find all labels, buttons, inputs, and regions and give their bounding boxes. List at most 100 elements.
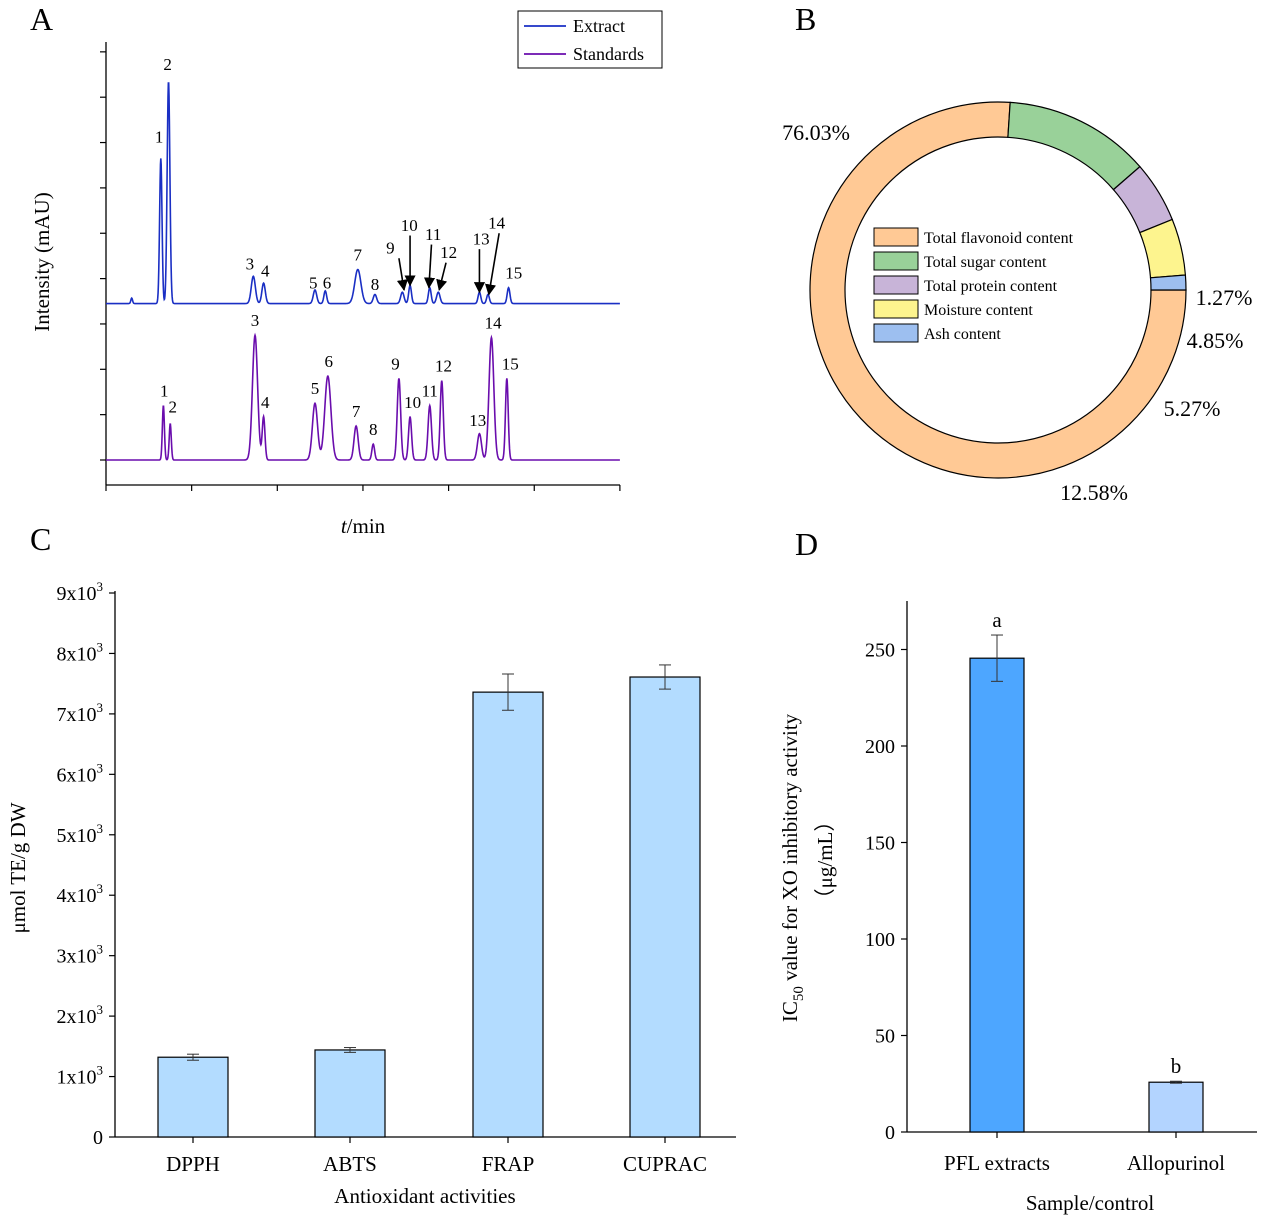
y-axis-label-part: 50: [791, 986, 807, 1001]
x-tick-label: DPPH: [166, 1152, 220, 1176]
x-axis-label: Sample/control: [1026, 1191, 1154, 1215]
y-tick-mantissa: 6x10: [57, 764, 97, 786]
y-axis-label-part: value for XO inhibitory activity: [778, 713, 802, 986]
legend-swatch: [873, 275, 919, 295]
legend-swatch: [873, 323, 919, 343]
legend-swatch: [873, 299, 919, 319]
legend-swatch: [873, 251, 919, 271]
panel-letter-c: C: [30, 521, 51, 557]
slice-percent-label: 12.58%: [1060, 480, 1128, 505]
peak-label: 7: [354, 245, 363, 264]
x-axis-label: Antioxidant activities: [334, 1184, 515, 1208]
peak-label: 5: [311, 379, 320, 398]
y-tick-mantissa: 0: [93, 1127, 103, 1149]
y-tick-exponent: 3: [97, 881, 104, 896]
x-tick-label: FRAP: [482, 1152, 535, 1176]
peak-label: 8: [371, 275, 380, 294]
peak-arrow: [423, 244, 436, 289]
peak-label: 6: [323, 274, 332, 293]
slice-percent-label: 1.27%: [1196, 285, 1253, 310]
peak-label: 3: [251, 311, 260, 330]
y-tick-label: 8x103: [57, 639, 104, 665]
y-tick-label: 200: [865, 736, 895, 758]
legend-label: Extract: [573, 16, 625, 36]
y-tick-mantissa: 1x10: [57, 1067, 97, 1089]
bar: [629, 676, 701, 1138]
y-tick-exponent: 3: [97, 579, 104, 594]
peak-arrow: [396, 258, 408, 292]
y-tick-exponent: 3: [97, 1002, 104, 1017]
y-tick-label: 100: [865, 929, 895, 951]
y-tick-exponent: 3: [97, 942, 104, 957]
legend-box: [517, 10, 663, 69]
donut-slice: [1007, 101, 1141, 191]
peak-label: 14: [488, 214, 506, 233]
x-tick-label: ABTS: [323, 1152, 377, 1176]
y-tick-label: 3x103: [57, 942, 104, 968]
y-tick-mantissa: 3x10: [57, 946, 97, 968]
bar: [1148, 1081, 1204, 1133]
peak-label: 15: [502, 354, 519, 373]
y-tick-label: 1x103: [57, 1063, 104, 1089]
peak-label: 1: [160, 382, 169, 401]
panel-letter-b: B: [795, 1, 816, 37]
x-tick-label: CUPRAC: [623, 1152, 707, 1176]
peak-label: 7: [352, 402, 361, 421]
y-tick-label: 250: [865, 640, 895, 662]
peak-label: 4: [261, 393, 270, 412]
legend-label: Ash content: [924, 326, 1001, 343]
y-tick-label: 0: [93, 1127, 103, 1149]
trace-standards: [106, 332, 620, 461]
y-tick-exponent: 3: [97, 821, 104, 836]
y-tick-mantissa: 7x10: [57, 704, 97, 726]
donut-slice: [809, 101, 1187, 479]
y-tick-mantissa: 5x10: [57, 825, 97, 847]
panel-letter-d: D: [795, 526, 818, 562]
legend-label: Total flavonoid content: [924, 230, 1074, 247]
bar: [472, 691, 544, 1138]
slice-percent-label: 5.27%: [1164, 396, 1221, 421]
significance-letter: a: [992, 608, 1002, 632]
y-tick-mantissa: 8x10: [57, 643, 97, 665]
y-tick-label: 50: [875, 1026, 895, 1048]
slice-percent-label: 4.85%: [1187, 328, 1244, 353]
slice-percent-label: 76.03%: [782, 120, 850, 145]
x-axis-label-symbol: t: [341, 514, 348, 538]
y-tick-label: 5x103: [57, 821, 104, 847]
x-axis-label-unit: /min: [347, 514, 386, 538]
peak-label: 13: [473, 230, 490, 249]
peak-label: 2: [169, 397, 178, 416]
peak-label: 12: [435, 357, 452, 376]
peak-label: 10: [404, 393, 421, 412]
y-tick-label: 0: [885, 1122, 895, 1144]
donut-slice: [1149, 274, 1187, 291]
y-tick-label: 6x103: [57, 760, 104, 786]
y-axis-label-part: IC: [778, 1001, 802, 1022]
y-axis-label: IC50 value for XO inhibitory activity: [778, 713, 807, 1022]
peak-label: 11: [422, 382, 438, 401]
y-tick-label: 9x103: [57, 579, 104, 605]
y-tick-label: 4x103: [57, 881, 104, 907]
y-tick-exponent: 3: [97, 639, 104, 654]
y-tick-exponent: 3: [97, 1063, 104, 1078]
peak-label: 13: [469, 411, 486, 430]
x-axis-label: t/min: [341, 514, 386, 538]
x-tick-label: Allopurinol: [1127, 1151, 1225, 1175]
antioxidant-bar-panel: 01x1032x1033x1034x1035x1036x1037x1038x10…: [6, 579, 736, 1208]
y-tick-exponent: 3: [97, 700, 104, 715]
trace-extract: [106, 82, 620, 305]
legend-swatch: [873, 227, 919, 247]
peak-label: 14: [485, 313, 503, 332]
peak-label: 11: [425, 225, 441, 244]
peak-label: 4: [261, 261, 270, 280]
xo-inhibition-bar-panel: 0 50 100 150 200 250 a PFL extracts b Allopurinol…: [778, 601, 1257, 1215]
y-tick-label: 7x103: [57, 700, 104, 726]
y-tick-exponent: 3: [97, 760, 104, 775]
y-axis-label: μmol TE/g DW: [6, 802, 30, 933]
peak-label: 1: [155, 128, 164, 147]
peak-label: 15: [505, 264, 522, 283]
peak-arrow: [485, 233, 500, 296]
peak-label: 3: [246, 255, 255, 274]
